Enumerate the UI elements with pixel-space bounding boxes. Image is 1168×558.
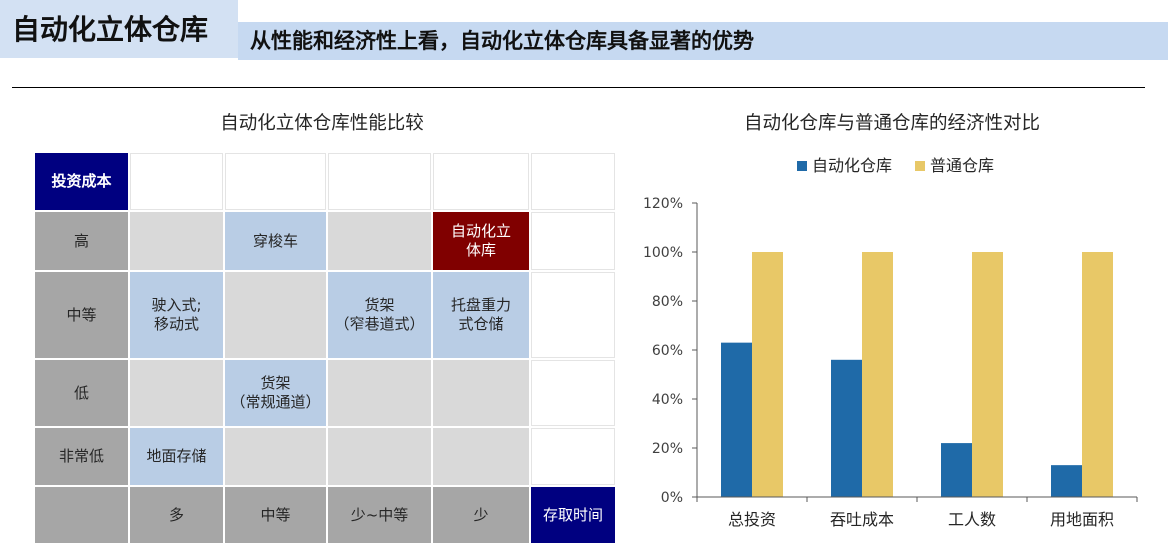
x-tick-label: 总投资	[728, 510, 776, 529]
row-label-very-low: 非常低	[35, 428, 128, 485]
empty-cell	[433, 153, 529, 210]
row-label-high: 高	[35, 212, 128, 270]
empty-cell	[328, 153, 431, 210]
bar-series-2-category-1	[752, 252, 783, 497]
bar-series-1-category-2	[831, 359, 862, 497]
bar-chart: 0% 20% 40% 60% 80% 100% 120% 总投资 吞吐成本 工人数 用地面积	[643, 196, 1138, 529]
matrix-cell-r3-c2: 货架 （常规通道）	[225, 360, 326, 426]
matrix-cell-r4-c4	[433, 428, 529, 485]
y-tick-label: 80%	[652, 294, 683, 310]
empty-cell	[531, 360, 615, 426]
matrix-cell-r2-c1: 驶入式; 移动式	[130, 272, 223, 358]
legend-label-series-1: 自动化仓库	[812, 156, 893, 175]
matrix-cell-r1-c1	[130, 212, 223, 270]
chart-title: 自动化仓库与普通仓库的经济性对比	[743, 113, 1041, 134]
page-title: 自动化立体仓库	[12, 13, 209, 46]
x-tick-label: 工人数	[948, 510, 996, 529]
access-time-axis-header: 存取时间	[531, 487, 615, 543]
y-tick-label: 100%	[643, 245, 683, 261]
bar-series-1-category-3	[941, 443, 972, 497]
bar-series-2-category-4	[1082, 252, 1113, 497]
bar-series-1-category-4	[1051, 465, 1082, 497]
y-tick-label: 40%	[652, 392, 683, 408]
column-label-few-medium: 少~中等	[328, 487, 431, 543]
matrix-cell-r2-c4: 托盘重力 式仓储	[433, 272, 529, 358]
legend-label-series-2: 普通仓库	[930, 156, 995, 175]
matrix-cell-r1-c2: 穿梭车	[225, 212, 326, 270]
row-label-low: 低	[35, 360, 128, 426]
empty-cell	[531, 272, 615, 358]
title-box: 自动化立体仓库	[0, 0, 238, 58]
matrix-title: 自动化立体仓库性能比较	[220, 113, 424, 134]
column-label-medium: 中等	[225, 487, 326, 543]
column-label-many: 多	[130, 487, 223, 543]
empty-cell	[531, 153, 615, 210]
column-label-few: 少	[433, 487, 529, 543]
matrix-cell-r4-c2	[225, 428, 326, 485]
y-tick-label: 0%	[661, 490, 683, 506]
corner-cell	[35, 487, 128, 543]
matrix-cell-r3-c4	[433, 360, 529, 426]
headline-banner: 从性能和经济性上看，自动化立体仓库具备显著的优势	[238, 22, 1168, 60]
y-tick-label: 60%	[652, 343, 683, 359]
empty-cell	[225, 153, 326, 210]
bar-series-1-category-1	[721, 342, 752, 497]
legend-swatch-series-1	[797, 161, 807, 171]
matrix-cell-r1-c4: 自动化立 体库	[433, 212, 529, 270]
matrix-cell-r4-c3	[328, 428, 431, 485]
headline-text: 从性能和经济性上看，自动化立体仓库具备显著的优势	[250, 29, 754, 53]
y-tick-label: 120%	[643, 196, 683, 212]
matrix-cell-r3-c3	[328, 360, 431, 426]
empty-cell	[531, 212, 615, 270]
empty-cell	[130, 153, 223, 210]
matrix-cell-r3-c1	[130, 360, 223, 426]
matrix-cell-r1-c3	[328, 212, 431, 270]
bar-series-2-category-3	[972, 252, 1003, 497]
legend-swatch-series-2	[915, 161, 925, 171]
matrix-cell-r2-c3: 货架 （窄巷道式）	[328, 272, 431, 358]
x-tick-label: 用地面积	[1050, 510, 1114, 529]
empty-cell	[531, 428, 615, 485]
x-tick-label: 吞吐成本	[830, 510, 894, 529]
matrix-cell-r4-c1: 地面存储	[130, 428, 223, 485]
performance-matrix: 投资成本 高 穿梭车 自动化立 体库 中等 驶入式; 移动式 货架 （窄巷道式）…	[35, 153, 615, 543]
divider-line	[12, 87, 1145, 88]
investment-cost-axis-header: 投资成本	[35, 153, 128, 210]
matrix-cell-r2-c2	[225, 272, 326, 358]
row-label-medium: 中等	[35, 272, 128, 358]
bar-series-2-category-2	[862, 252, 893, 497]
y-tick-label: 20%	[652, 441, 683, 457]
